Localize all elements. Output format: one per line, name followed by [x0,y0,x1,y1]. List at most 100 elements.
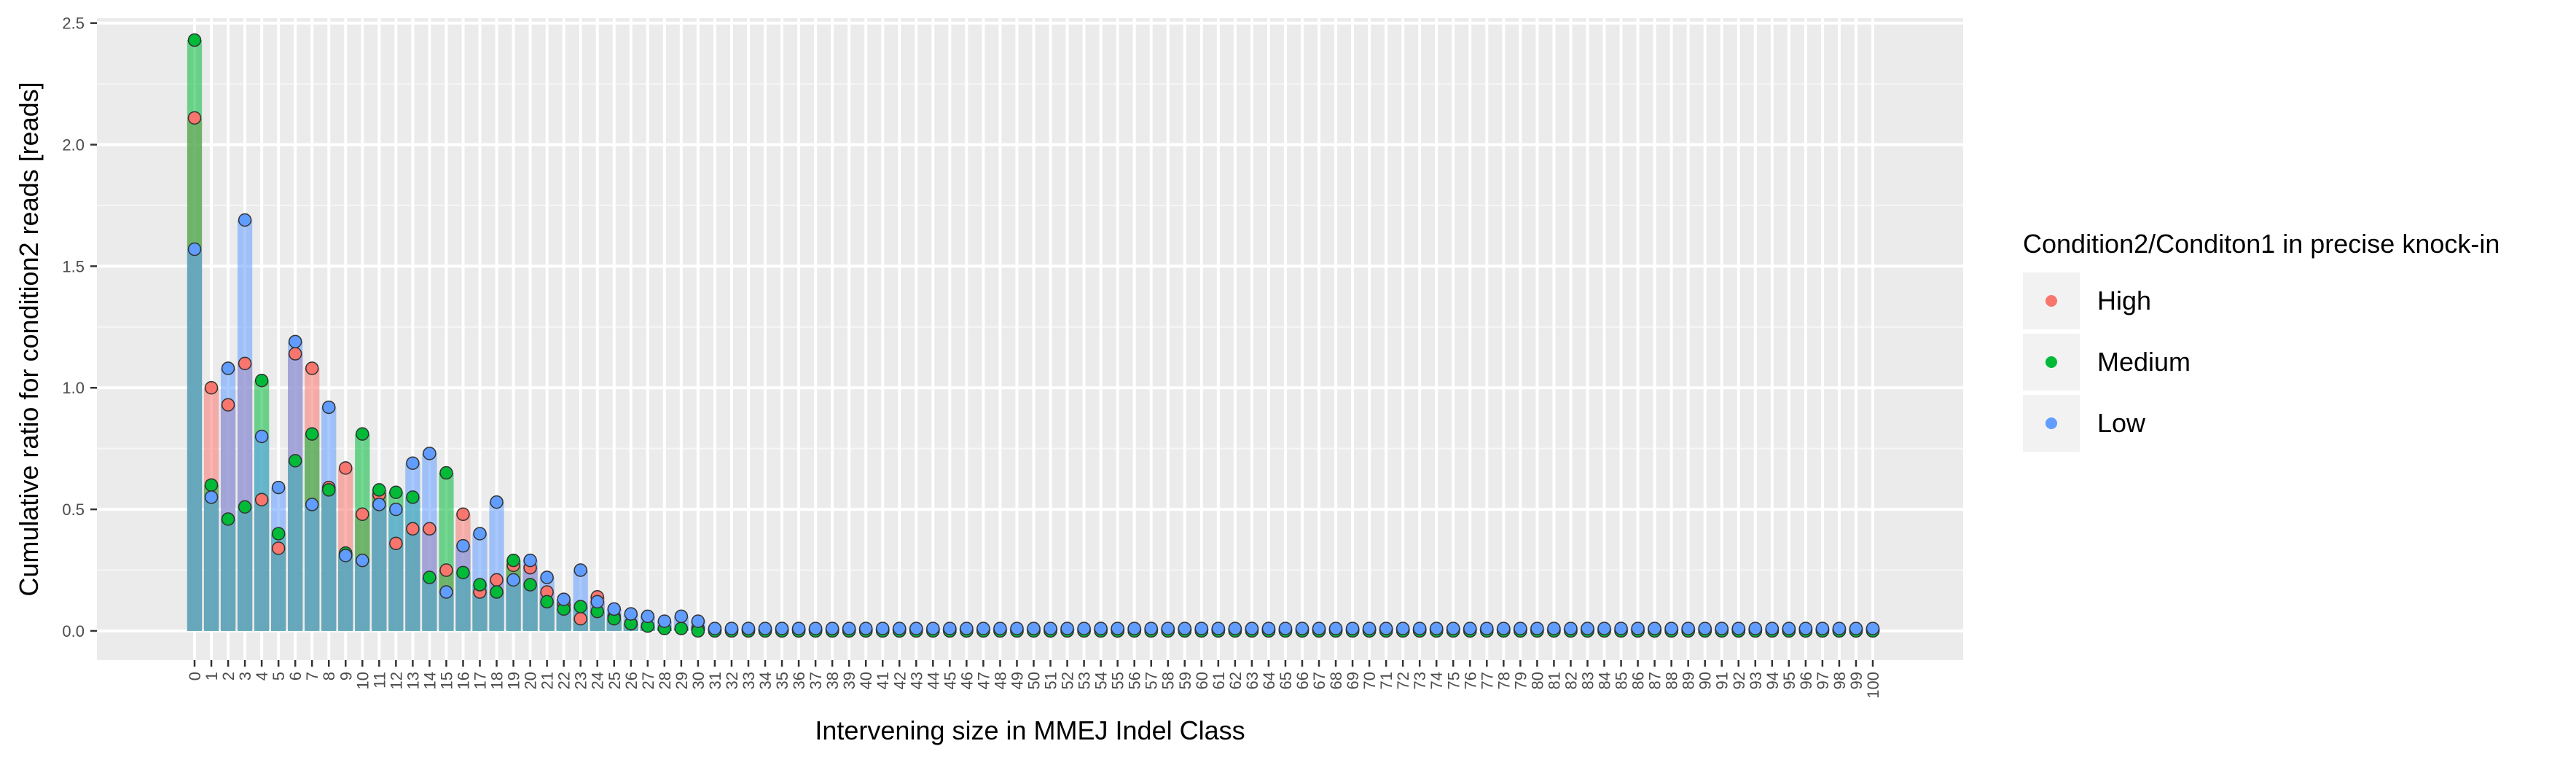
x-tick-label: 1 [203,672,221,680]
x-tick-label: 72 [1394,672,1412,689]
x-tick-label: 82 [1562,672,1580,689]
x-tick-label: 91 [1713,672,1731,689]
x-tick-label: 20 [522,672,540,689]
point-low-90 [1698,621,1712,635]
point-low-76 [1463,621,1477,635]
point-low-9 [339,549,353,562]
x-tick-label: 38 [823,672,842,689]
point-high-9 [339,461,353,475]
point-low-53 [1077,621,1091,635]
point-medium-15 [439,466,453,480]
point-low-21 [540,570,554,584]
x-tick-label: 19 [505,672,523,689]
x-tick-label: 15 [437,672,455,689]
point-low-3 [238,213,252,227]
y-axis: 0.0 0.5 1.0 1.5 2.0 2.5 [62,15,97,640]
bar-low-8 [321,407,337,631]
bar-low-18 [489,502,504,631]
bar-low-20 [522,560,538,631]
x-tick-label: 77 [1478,672,1496,689]
point-low-91 [1715,621,1729,635]
x-tick-label: 23 [572,672,590,689]
point-medium-6 [288,454,302,468]
point-low-75 [1446,621,1460,635]
x-tick-label: 83 [1578,672,1597,689]
legend-label-medium: Medium [2097,347,2191,377]
point-low-5 [271,480,286,495]
point-low-52 [1060,621,1074,635]
y-tick-label: 1.0 [62,379,85,397]
point-low-60 [1194,621,1209,635]
point-low-73 [1412,621,1427,635]
point-low-89 [1681,621,1695,635]
point-medium-3 [238,500,252,514]
x-tick-label: 3 [236,672,254,680]
x-tick-label: 55 [1109,672,1127,689]
point-medium-8 [321,483,336,497]
x-tick-label: 37 [807,672,825,689]
point-low-88 [1664,621,1678,635]
point-high-7 [305,361,319,375]
point-medium-16 [456,565,470,580]
y-axis-title: Cumulative ratio for condition2 reads [r… [14,82,44,596]
x-tick-label: 85 [1613,672,1631,689]
point-high-12 [389,536,403,551]
x-tick-label: 41 [874,672,892,689]
point-low-29 [674,609,689,624]
point-low-59 [1178,621,1192,635]
point-low-49 [1010,621,1024,635]
bar-low-2 [220,368,236,631]
point-high-16 [456,507,470,522]
x-tick-label: 18 [488,672,506,689]
y-tick-label: 2.0 [62,136,85,154]
point-low-45 [943,621,957,635]
point-medium-20 [523,578,537,592]
point-medium-13 [406,490,420,504]
points-layer [187,33,1880,638]
x-tick-label: 86 [1629,672,1648,689]
x-tick-label: 5 [270,672,288,680]
point-medium-1 [204,478,219,492]
point-low-84 [1597,621,1611,635]
point-high-14 [423,522,436,536]
x-tick-label: 2 [219,672,238,680]
x-tick-label: 36 [790,672,808,689]
point-low-79 [1514,621,1527,635]
point-high-10 [356,507,369,522]
x-tick-label: 26 [622,672,641,689]
legend-dot-high [2045,295,2057,307]
point-low-42 [893,621,907,635]
x-tick-label: 70 [1361,672,1379,689]
point-low-50 [1027,621,1041,635]
point-low-17 [473,527,487,541]
point-medium-5 [271,527,286,541]
point-high-15 [439,563,453,577]
x-tick-label: 34 [756,672,775,689]
point-medium-7 [305,427,319,441]
bar-low-1 [203,497,219,631]
point-low-12 [389,502,403,517]
x-tick-label: 25 [606,672,624,689]
x-tick-label: 28 [656,672,674,689]
x-tick-label: 62 [1226,672,1245,689]
point-low-95 [1782,621,1796,635]
x-tick-label: 89 [1680,672,1698,689]
x-tick-label: 78 [1495,672,1513,689]
legend: Condition2/Conditon1 in precise knock-in… [2023,229,2499,452]
point-high-4 [254,493,269,506]
point-low-82 [1564,621,1578,635]
point-medium-19 [506,553,520,568]
point-high-18 [490,573,504,587]
y-tick-label: 1.5 [62,257,85,275]
point-medium-0 [187,33,202,47]
point-medium-14 [423,570,436,584]
point-low-66 [1295,621,1309,635]
bar-low-11 [372,504,387,631]
x-tick-label: 50 [1025,672,1044,689]
x-tick-label: 4 [253,672,271,680]
point-low-18 [490,495,504,509]
x-tick-label: 14 [420,672,439,689]
x-tick-label: 17 [471,672,490,689]
point-low-0 [187,242,202,256]
point-low-85 [1614,621,1628,635]
